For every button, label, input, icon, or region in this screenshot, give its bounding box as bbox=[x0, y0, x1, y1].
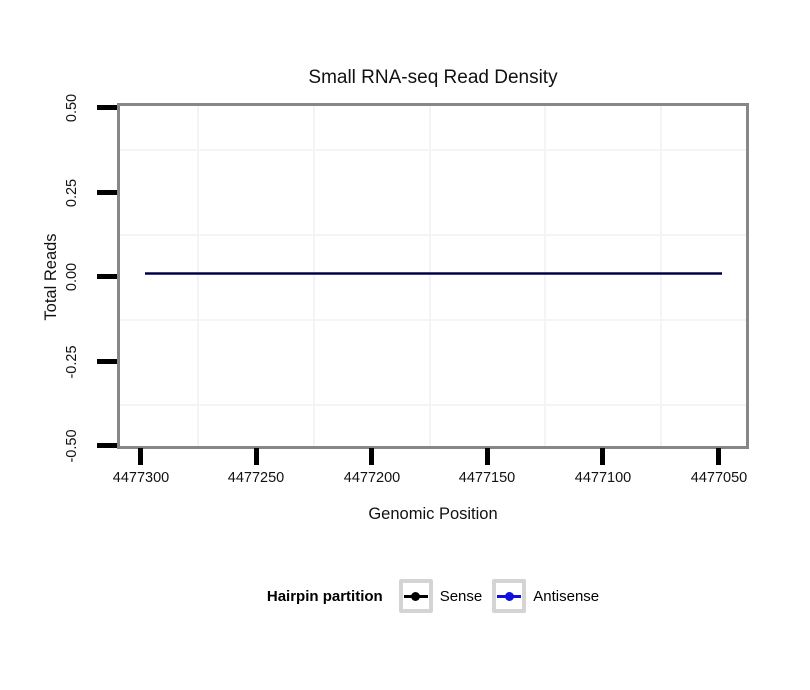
legend-label-antisense: Antisense bbox=[533, 587, 600, 605]
x-tick bbox=[369, 448, 374, 465]
data-line-sense-antisense bbox=[145, 272, 722, 275]
gridline-horizontal bbox=[120, 234, 746, 236]
chart-title: Small RNA-seq Read Density bbox=[308, 67, 558, 88]
legend-label-sense: Sense bbox=[439, 587, 483, 605]
y-tick bbox=[97, 274, 117, 279]
x-tick-label: 4477150 bbox=[458, 470, 516, 486]
legend-key-antisense bbox=[492, 579, 527, 613]
gridline-horizontal bbox=[120, 404, 746, 406]
x-tick bbox=[138, 448, 143, 465]
y-tick bbox=[97, 359, 117, 364]
legend-title: Hairpin partition bbox=[266, 587, 383, 605]
legend: Hairpin partition Sense Antisense bbox=[117, 577, 749, 615]
antisense-point-swatch-icon bbox=[504, 591, 514, 601]
plot-panel bbox=[117, 103, 749, 449]
y-tick bbox=[97, 443, 117, 448]
x-tick-label: 4477100 bbox=[574, 470, 632, 486]
gridline-vertical bbox=[313, 106, 315, 446]
gridline-vertical bbox=[429, 106, 431, 446]
y-tick-label: 0.50 bbox=[64, 93, 80, 123]
x-tick bbox=[485, 448, 490, 465]
x-axis-title: Genomic Position bbox=[368, 505, 498, 523]
gridline-vertical bbox=[660, 106, 662, 446]
gridline-horizontal bbox=[120, 149, 746, 151]
gridline-vertical bbox=[197, 106, 199, 446]
y-axis-title: Total Reads bbox=[41, 233, 60, 321]
x-tick bbox=[254, 448, 259, 465]
x-tick-label: 4477050 bbox=[690, 470, 748, 486]
y-tick bbox=[97, 105, 117, 110]
legend-key-sense bbox=[398, 579, 433, 613]
sense-point-swatch-icon bbox=[411, 591, 421, 601]
gridline-vertical bbox=[544, 106, 546, 446]
x-tick-label: 4477300 bbox=[112, 470, 170, 486]
x-tick-label: 4477250 bbox=[227, 470, 285, 486]
gridline-horizontal bbox=[120, 319, 746, 321]
y-tick bbox=[97, 190, 117, 195]
x-tick bbox=[716, 448, 721, 465]
x-tick-label: 4477200 bbox=[343, 470, 401, 486]
x-tick bbox=[600, 448, 605, 465]
y-tick-label: -0.50 bbox=[64, 429, 80, 463]
